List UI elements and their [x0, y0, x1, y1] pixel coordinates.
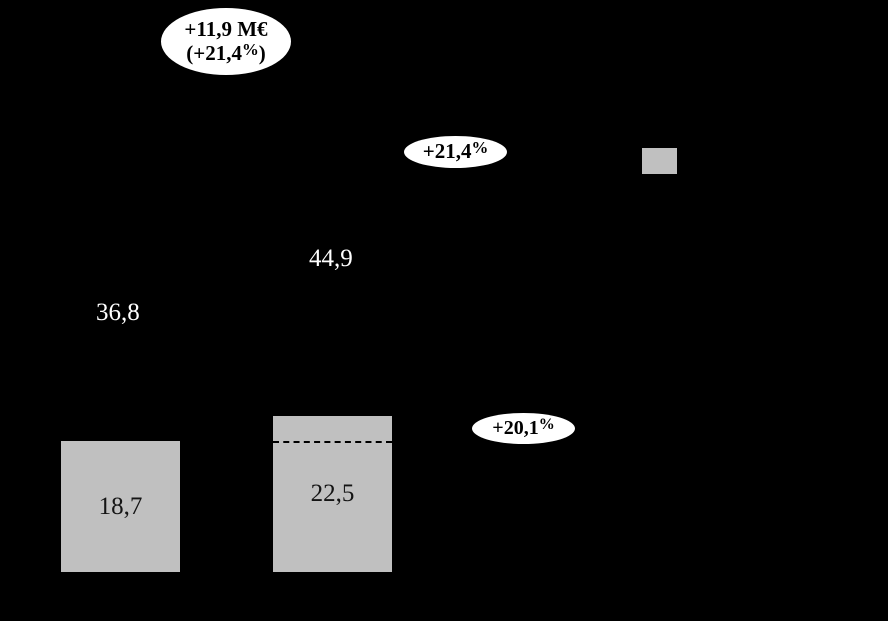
percent-sign-icon: %: [241, 39, 259, 59]
period-total-label-1: 36,8: [96, 299, 140, 326]
bar-period-1: 18,7: [61, 441, 180, 572]
percent-sign-icon: %: [538, 416, 555, 434]
callout-growth-lower: +20,1%: [472, 413, 575, 444]
callout-growth-upper-prefix: +21,4: [422, 139, 472, 164]
callout-growth-absolute-line2-suffix: ): [258, 40, 266, 65]
callout-growth-absolute-line1: +11,9 M€: [184, 16, 268, 41]
callout-growth-absolute: +11,9 M€ (+21,4%): [161, 8, 291, 75]
callout-growth-absolute-line2-prefix: (+21,4: [186, 40, 242, 65]
bar-value-label-1: 18,7: [98, 493, 143, 520]
callout-growth-upper-text: +21,4%: [422, 138, 489, 164]
legend-swatch-icon: [642, 148, 677, 174]
period-total-label-2: 44,9: [309, 245, 353, 272]
reference-line-prior-period: [273, 441, 392, 443]
bar-value-label-2: 22,5: [310, 480, 355, 507]
percent-sign-icon: %: [471, 138, 489, 158]
callout-growth-lower-prefix: +20,1: [492, 417, 539, 440]
callout-growth-absolute-line2: (+21,4%): [186, 39, 266, 66]
callout-growth-upper: +21,4%: [404, 136, 507, 168]
bar-period-2: 22,5: [273, 416, 392, 572]
callout-growth-lower-text: +20,1%: [492, 417, 554, 439]
